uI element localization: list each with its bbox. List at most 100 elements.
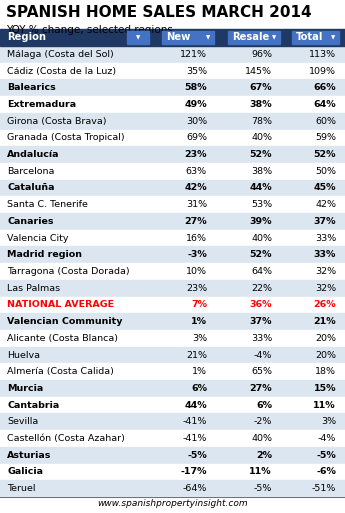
Text: 45%: 45% [314, 184, 336, 192]
Text: SPANISH HOME SALES MARCH 2014: SPANISH HOME SALES MARCH 2014 [6, 5, 312, 20]
Text: Extremadura: Extremadura [7, 100, 76, 109]
Text: Cantabria: Cantabria [7, 401, 59, 409]
Text: 6%: 6% [191, 384, 207, 393]
Bar [0, 246, 345, 263]
Text: Galicia: Galicia [7, 467, 43, 477]
Text: 16%: 16% [186, 233, 207, 243]
Text: -41%: -41% [183, 434, 207, 443]
Bar [0, 297, 345, 313]
Text: 1%: 1% [191, 317, 207, 326]
Bar [127, 31, 149, 44]
Text: 96%: 96% [251, 50, 272, 59]
Text: 60%: 60% [315, 116, 336, 126]
Bar [0, 129, 345, 146]
Bar [0, 80, 345, 96]
Text: Granada (Costa Tropical): Granada (Costa Tropical) [7, 133, 125, 143]
Text: 52%: 52% [249, 250, 272, 259]
Text: 58%: 58% [184, 83, 207, 92]
Text: 37%: 37% [314, 217, 336, 226]
Text: Girona (Costa Brava): Girona (Costa Brava) [7, 116, 107, 126]
Text: -5%: -5% [316, 451, 336, 460]
Text: Canaries: Canaries [7, 217, 53, 226]
Text: 63%: 63% [186, 167, 207, 176]
Text: Málaga (Costa del Sol): Málaga (Costa del Sol) [7, 50, 114, 59]
Text: 44%: 44% [184, 401, 207, 409]
Text: 11%: 11% [249, 467, 272, 477]
Text: 10%: 10% [186, 267, 207, 276]
Bar [0, 430, 345, 447]
Bar [0, 330, 345, 347]
Text: 37%: 37% [249, 317, 272, 326]
Text: 33%: 33% [251, 334, 272, 343]
Text: 27%: 27% [249, 384, 272, 393]
Text: Santa C. Tenerife: Santa C. Tenerife [7, 200, 88, 209]
Bar [0, 46, 345, 63]
Text: 40%: 40% [251, 133, 272, 143]
Bar [292, 31, 339, 44]
Text: 11%: 11% [313, 401, 336, 409]
Text: YOY % change, selected regions: YOY % change, selected regions [6, 25, 173, 35]
Text: Total: Total [296, 32, 323, 43]
Text: 67%: 67% [249, 83, 272, 92]
Text: Castellón (Costa Azahar): Castellón (Costa Azahar) [7, 434, 125, 443]
Text: 32%: 32% [315, 267, 336, 276]
Text: 121%: 121% [180, 50, 207, 59]
Text: 2%: 2% [256, 451, 272, 460]
Text: 6%: 6% [256, 401, 272, 409]
Bar [0, 213, 345, 230]
Text: 66%: 66% [313, 83, 336, 92]
Bar [0, 163, 345, 180]
Bar [0, 29, 345, 46]
Text: 69%: 69% [186, 133, 207, 143]
Text: 20%: 20% [315, 334, 336, 343]
Text: 32%: 32% [315, 284, 336, 293]
Bar [0, 447, 345, 464]
Text: 22%: 22% [251, 284, 272, 293]
Text: 33%: 33% [314, 250, 336, 259]
Text: 39%: 39% [249, 217, 272, 226]
Text: 78%: 78% [251, 116, 272, 126]
Bar [0, 480, 345, 497]
Bar [0, 146, 345, 163]
Text: 26%: 26% [313, 301, 336, 309]
Text: 40%: 40% [251, 233, 272, 243]
Text: 36%: 36% [249, 301, 272, 309]
Text: Asturias: Asturias [7, 451, 51, 460]
Text: 21%: 21% [186, 350, 207, 360]
Text: ▼: ▼ [272, 35, 276, 40]
Bar [0, 113, 345, 129]
Text: 3%: 3% [321, 418, 336, 426]
Text: 20%: 20% [315, 350, 336, 360]
Bar [0, 180, 345, 196]
Text: 44%: 44% [249, 184, 272, 192]
Bar [0, 280, 345, 297]
Text: Tarragona (Costa Dorada): Tarragona (Costa Dorada) [7, 267, 130, 276]
Text: Balearics: Balearics [7, 83, 56, 92]
Text: Madrid region: Madrid region [7, 250, 82, 259]
Bar [0, 413, 345, 430]
Text: -41%: -41% [183, 418, 207, 426]
Text: 52%: 52% [314, 150, 336, 159]
Text: 38%: 38% [251, 167, 272, 176]
Text: -3%: -3% [187, 250, 207, 259]
Text: NATIONAL AVERAGE: NATIONAL AVERAGE [7, 301, 114, 309]
Text: 31%: 31% [186, 200, 207, 209]
Text: 50%: 50% [315, 167, 336, 176]
Text: -17%: -17% [180, 467, 207, 477]
Text: Teruel: Teruel [7, 484, 36, 493]
Text: 38%: 38% [249, 100, 272, 109]
Text: -64%: -64% [183, 484, 207, 493]
Text: 113%: 113% [309, 50, 336, 59]
Text: 18%: 18% [315, 367, 336, 376]
Text: Las Palmas: Las Palmas [7, 284, 60, 293]
Text: 64%: 64% [313, 100, 336, 109]
Bar [0, 263, 345, 280]
Text: -4%: -4% [318, 434, 336, 443]
Bar [0, 397, 345, 413]
Text: Sevilla: Sevilla [7, 418, 38, 426]
Text: 35%: 35% [186, 67, 207, 75]
Text: 7%: 7% [191, 301, 207, 309]
Text: ▼: ▼ [331, 35, 335, 40]
Text: 42%: 42% [184, 184, 207, 192]
Text: New: New [166, 32, 190, 43]
